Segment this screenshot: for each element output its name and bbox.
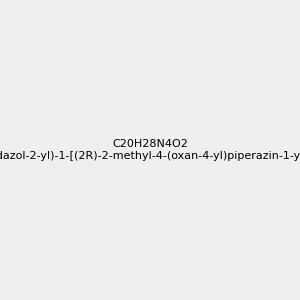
Text: C20H28N4O2
3-(1H-benzimidazol-2-yl)-1-[(2R)-2-methyl-4-(oxan-4-yl)piperazin-1-yl: C20H28N4O2 3-(1H-benzimidazol-2-yl)-1-[(… xyxy=(0,139,300,161)
